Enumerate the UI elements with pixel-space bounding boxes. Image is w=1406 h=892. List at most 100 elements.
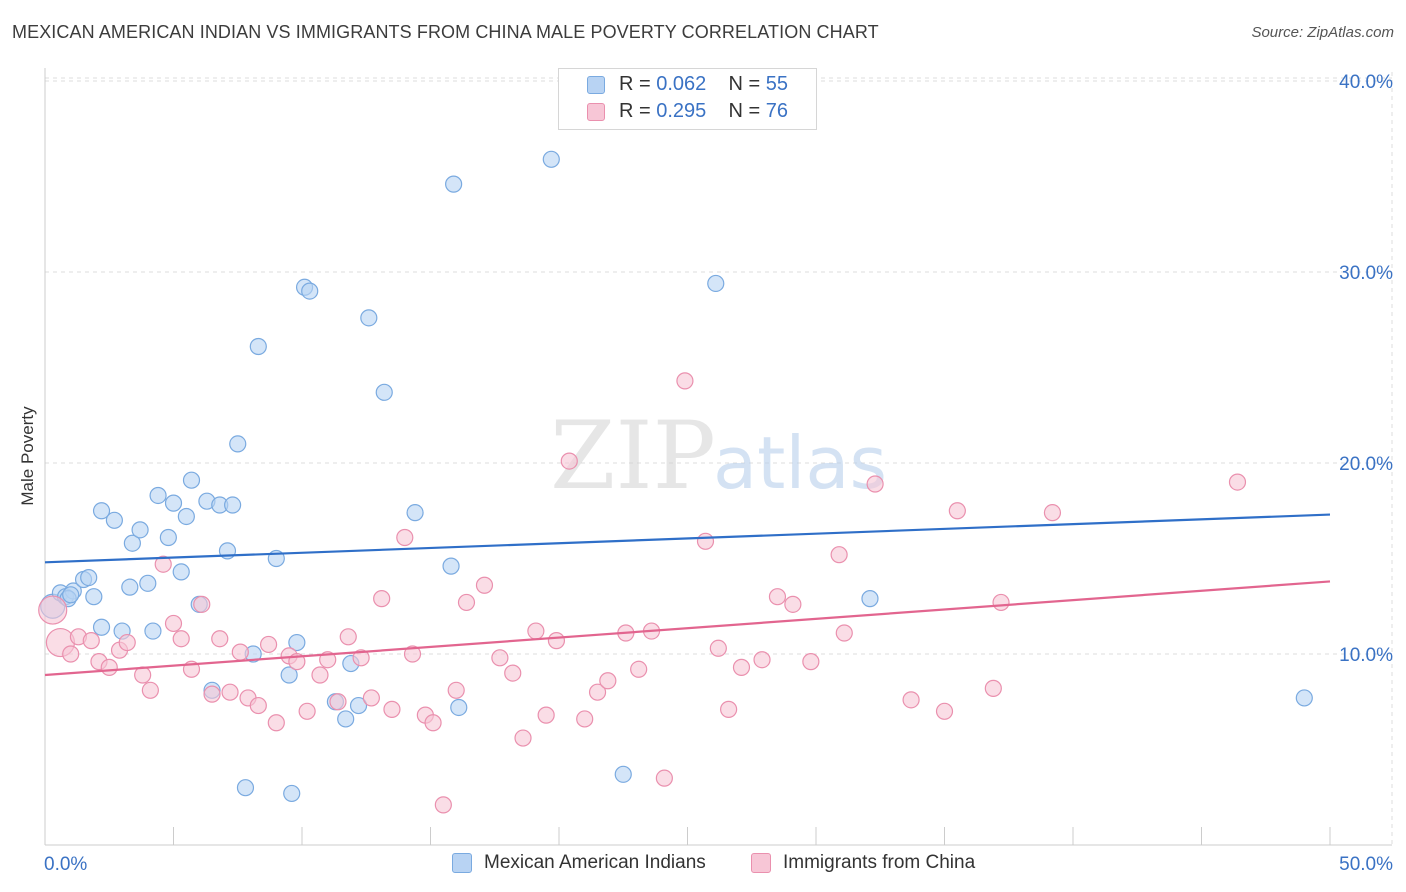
- data-point-pink-2: [62, 645, 80, 663]
- data-point-blue-27: [224, 496, 242, 514]
- data-point-pink-36: [403, 645, 422, 663]
- data-point-pink-48: [547, 632, 566, 650]
- data-point-blue-13: [131, 521, 149, 539]
- data-point-pink-31: [352, 649, 370, 667]
- bottom-legend-swatch-pink: [751, 853, 771, 873]
- data-point-pink-22: [259, 635, 278, 654]
- legend-n-value-1: 55: [765, 73, 789, 95]
- data-point-pink-45: [514, 729, 532, 747]
- trend-layer: [44, 513, 1331, 677]
- data-point-pink-35: [396, 528, 414, 547]
- data-point-pink-15: [193, 595, 211, 613]
- data-point-pink-61: [732, 658, 751, 676]
- data-point-pink-27: [311, 666, 329, 684]
- data-point-pink-54: [630, 660, 648, 678]
- data-point-blue-49: [614, 765, 632, 783]
- data-point-pink-50: [576, 710, 594, 728]
- data-point-pink-43: [491, 649, 509, 667]
- data-point-blue-51: [861, 590, 879, 608]
- legend-r-value-2: 0.295: [656, 100, 707, 122]
- data-point-pink-34: [383, 700, 401, 718]
- data-point-blue-39: [337, 710, 355, 728]
- data-point-pink-44: [504, 664, 522, 682]
- data-point-pink-67: [835, 624, 853, 642]
- points-layer: [38, 150, 1313, 814]
- data-point-blue-37: [301, 282, 319, 300]
- legend-swatch-pink: [587, 103, 605, 121]
- data-point-pink-59: [709, 639, 727, 657]
- data-point-pink-65: [802, 653, 820, 671]
- data-point-pink-11: [154, 555, 172, 573]
- data-point-pink-74: [1043, 504, 1062, 522]
- data-point-pink-68: [866, 475, 884, 493]
- data-point-pink-63: [768, 588, 787, 606]
- data-point-pink-16: [203, 685, 221, 703]
- data-point-blue-18: [164, 494, 183, 512]
- data-point-blue-8: [105, 511, 123, 529]
- data-point-pink-26: [298, 702, 316, 720]
- data-point-pink-6: [100, 658, 118, 676]
- data-point-pink-42: [475, 576, 494, 594]
- y-tick-label-20: 20.0%: [1339, 454, 1393, 475]
- legend-n-label-2: N =: [728, 100, 761, 122]
- data-point-blue-31: [249, 337, 267, 356]
- data-point-blue-6: [85, 588, 103, 606]
- data-point-pink-56: [655, 769, 673, 787]
- legend-n-label-1: N =: [728, 73, 761, 95]
- data-point-blue-46: [445, 175, 463, 193]
- data-point-pink-49: [560, 452, 578, 470]
- data-point-pink-38: [424, 714, 442, 732]
- data-point-pink-69: [902, 691, 920, 709]
- data-point-blue-15: [144, 622, 162, 640]
- data-point-blue-7: [92, 502, 111, 520]
- data-point-blue-29: [236, 779, 255, 797]
- watermark-zip: ZIP: [550, 402, 716, 511]
- data-point-pink-75: [1228, 473, 1247, 491]
- data-point-pink-33: [373, 590, 391, 608]
- data-point-pink-52: [599, 672, 617, 690]
- data-point-pink-60: [720, 700, 738, 718]
- y-tick-label-40: 40.0%: [1339, 72, 1393, 93]
- data-point-blue-33: [283, 784, 301, 803]
- data-point-pink-66: [830, 546, 848, 564]
- data-point-pink-29: [329, 693, 347, 711]
- data-point-blue-43: [375, 383, 393, 401]
- stats-legend: R = 0.062 N = 55 R = 0.295 N = 76: [558, 68, 817, 130]
- data-point-blue-45: [442, 557, 460, 575]
- data-point-pink-46: [527, 622, 545, 640]
- data-point-pink-40: [447, 681, 465, 699]
- data-point-pink-10: [141, 681, 159, 699]
- data-point-blue-5: [80, 568, 98, 587]
- data-point-pink-41: [457, 593, 476, 612]
- data-point-pink-8: [118, 633, 136, 652]
- data-point-pink-47: [537, 706, 555, 724]
- data-point-blue-12: [123, 534, 141, 552]
- data-point-pink-64: [784, 595, 802, 613]
- data-point-pink-39: [434, 796, 452, 814]
- data-point-pink-18: [221, 683, 239, 701]
- data-point-blue-35: [288, 633, 306, 652]
- data-point-pink-57: [676, 372, 694, 390]
- data-point-pink-23: [267, 714, 285, 732]
- data-point-blue-20: [177, 507, 195, 526]
- bottom-legend-label-1: Mexican American Indians: [484, 852, 706, 873]
- data-point-blue-14: [139, 574, 157, 592]
- data-point-pink-9: [134, 666, 152, 684]
- axis-layer: [44, 68, 1392, 846]
- x-tick-label-50: 50.0%: [1339, 854, 1393, 875]
- data-point-blue-16: [149, 486, 167, 505]
- legend-r-label-1: R =: [619, 73, 651, 95]
- data-point-blue-52: [1295, 689, 1313, 707]
- data-point-pink-0: [38, 595, 68, 625]
- y-tick-label-30: 30.0%: [1339, 263, 1393, 284]
- legend-r-label-2: R =: [619, 100, 651, 122]
- data-point-blue-17: [159, 528, 177, 547]
- data-point-blue-41: [349, 696, 368, 715]
- data-point-pink-30: [339, 628, 357, 646]
- data-point-pink-19: [231, 643, 249, 661]
- data-point-blue-34: [280, 666, 298, 684]
- bottom-legend-label-2: Immigrants from China: [783, 852, 976, 873]
- data-point-blue-19: [172, 563, 190, 581]
- data-point-blue-42: [360, 309, 378, 327]
